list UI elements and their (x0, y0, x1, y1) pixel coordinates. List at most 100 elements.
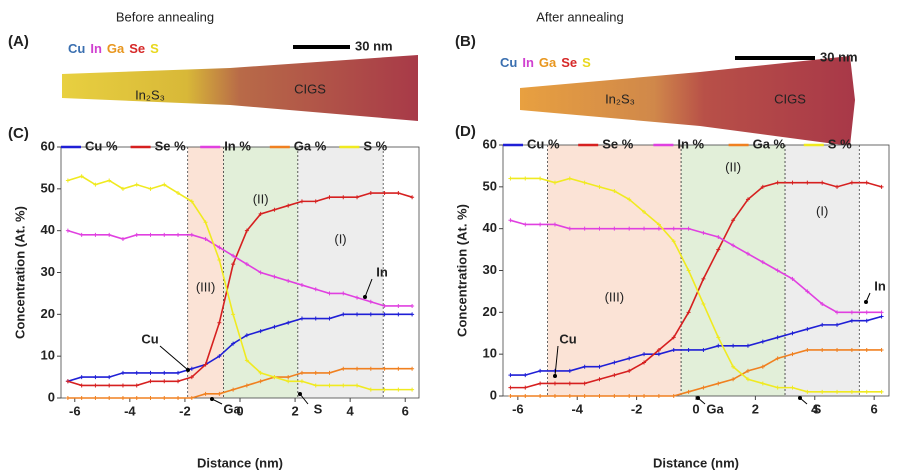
marker (149, 187, 153, 191)
element-name: In (522, 55, 534, 70)
y-tick-label: 40 (483, 220, 497, 235)
marker (538, 394, 542, 398)
marker (523, 222, 527, 226)
region-name: In₂S₃ (605, 91, 635, 106)
marker (66, 379, 70, 383)
image-title: Before annealing (116, 9, 214, 24)
region (548, 145, 682, 396)
x-axis-label: Distance (nm) (197, 455, 283, 470)
region-label: (III) (196, 279, 216, 294)
element-name: Se (129, 41, 145, 56)
x-tick-label: 2 (291, 403, 298, 418)
marker (508, 386, 512, 390)
marker (162, 396, 166, 400)
y-tick-label: 50 (41, 180, 55, 195)
x-tick-label: -2 (179, 403, 191, 418)
x-tick-label: -2 (631, 401, 643, 416)
marker (865, 310, 869, 314)
marker (396, 367, 400, 371)
marker (162, 371, 166, 375)
marker (162, 233, 166, 237)
marker (176, 371, 180, 375)
annotation: In (874, 278, 886, 293)
marker (162, 379, 166, 383)
region-label: (III) (605, 289, 625, 304)
marker (396, 312, 400, 316)
arrow-head (363, 295, 367, 299)
arrow-head (864, 300, 868, 304)
legend-label: In % (224, 138, 251, 153)
legend-label: In % (677, 136, 704, 151)
region-name: In₂S₃ (135, 87, 165, 102)
marker (135, 383, 139, 387)
element-name: S (150, 41, 159, 56)
marker (135, 233, 139, 237)
annotation-arrow (160, 346, 188, 370)
marker (880, 390, 884, 394)
legend-label: Cu % (527, 136, 560, 151)
tip-image (62, 55, 418, 121)
marker (93, 396, 97, 400)
element-name: Cu (68, 41, 85, 56)
marker (80, 396, 84, 400)
marker (396, 388, 400, 392)
marker (176, 379, 180, 383)
marker (93, 383, 97, 387)
marker (66, 178, 70, 182)
y-tick-label: 0 (490, 387, 497, 402)
marker (80, 233, 84, 237)
region-name: CIGS (294, 81, 326, 96)
region-label: (I) (816, 203, 828, 218)
marker (121, 371, 125, 375)
y-tick-label: 20 (483, 304, 497, 319)
marker (121, 237, 125, 241)
marker (865, 348, 869, 352)
region-label: (I) (334, 231, 346, 246)
y-tick-label: 30 (483, 262, 497, 277)
marker (865, 390, 869, 394)
image-title: After annealing (536, 9, 623, 24)
y-tick-label: 60 (483, 136, 497, 151)
marker (865, 319, 869, 323)
marker (107, 375, 111, 379)
annotation: S (813, 401, 822, 416)
marker (121, 396, 125, 400)
marker (538, 176, 542, 180)
marker (121, 383, 125, 387)
marker (93, 375, 97, 379)
region (188, 147, 224, 398)
annotation: Cu (559, 331, 576, 346)
x-tick-label: 4 (347, 403, 355, 418)
y-tick-label: 10 (41, 348, 55, 363)
marker (880, 185, 884, 189)
element-legend: CuInGaSeS (500, 55, 591, 70)
region (681, 145, 785, 396)
y-tick-label: 0 (48, 389, 55, 404)
marker (80, 375, 84, 379)
marker (135, 396, 139, 400)
legend-label: Ga % (294, 138, 327, 153)
element-name: Se (561, 55, 577, 70)
y-tick-label: 60 (41, 138, 55, 153)
panel-label: (D) (455, 123, 476, 140)
x-axis-label: Distance (nm) (653, 455, 739, 470)
arrow-head (696, 396, 700, 400)
marker (66, 396, 70, 400)
y-tick-label: 40 (41, 222, 55, 237)
marker (176, 396, 180, 400)
legend-label: Se % (602, 136, 634, 151)
marker (538, 369, 542, 373)
marker (107, 233, 111, 237)
marker (523, 394, 527, 398)
x-tick-label: 6 (871, 401, 878, 416)
annotation: Ga (223, 401, 241, 416)
x-tick-label: 0 (692, 401, 699, 416)
arrow-head (798, 396, 802, 400)
panel-label: (C) (8, 125, 29, 142)
arrow-head (210, 397, 214, 401)
x-tick-label: -6 (69, 403, 81, 418)
marker (107, 396, 111, 400)
legend-label: Cu % (85, 138, 118, 153)
marker (410, 304, 414, 308)
x-tick-label: -4 (571, 401, 583, 416)
